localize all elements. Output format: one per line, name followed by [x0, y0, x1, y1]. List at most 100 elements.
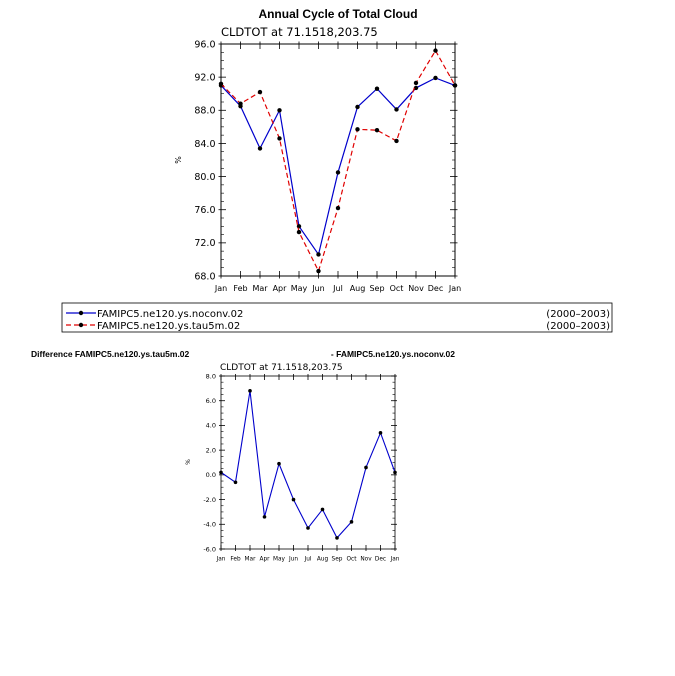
- chart1-series-1-point: [296, 229, 302, 235]
- chart2-xtick-label: Dec: [375, 557, 386, 563]
- chart2-xtick-label: May: [273, 557, 286, 563]
- chart1-xtick-label: Apr: [273, 284, 288, 293]
- chart1-subtitle: CLDTOT at 71.1518,203.75: [221, 25, 378, 39]
- chart1-series-0-point: [277, 108, 282, 113]
- chart1-xtick-label: Jan: [448, 284, 461, 293]
- chart2-series-0-point: [335, 536, 339, 540]
- chart2-title-left: Difference FAMIPC5.ne120.ys.tau5m.02: [31, 349, 190, 359]
- chart1-series-1-point: [238, 101, 243, 106]
- chart1-xtick-label: Jul: [332, 284, 343, 293]
- chart2-xtick-label: Mar: [245, 557, 257, 563]
- chart1-xtick-label: Feb: [233, 284, 247, 293]
- chart1-series-0-point: [413, 85, 419, 91]
- chart1-series-0-point: [335, 170, 341, 175]
- chart1-xtick-label: Jun: [311, 284, 325, 293]
- chart1-series-0-point: [316, 252, 321, 257]
- chart1-series-0-point: [296, 224, 302, 229]
- chart1-ylabel: %: [174, 156, 183, 164]
- chart1-series-1-point: [374, 127, 380, 133]
- chart1-legend: FAMIPC5.ne120.ys.noconv.02 (2000–2003) FAM…: [61, 302, 613, 333]
- chart2-xtick-label: Apr: [259, 557, 270, 563]
- chart2-plot: -6.0 -4.0 -2.0 0.0 2.0 4.0 6.0 8.0 Jan Feb Mar Apr M…: [203, 372, 399, 562]
- chart1-series-1-point: [452, 83, 458, 88]
- chart1-series-0-point: [374, 86, 380, 91]
- chart1-frame: [220, 43, 456, 277]
- legend-label-0: FAMIPC5.ne120.ys.noconv.02: [97, 309, 243, 320]
- chart1-series-line-1: [220, 49, 456, 273]
- legend-label-1: FAMIPC5.ne120.ys.tau5m.02: [97, 321, 240, 332]
- chart2-frame: [220, 375, 396, 550]
- chart1-xtick-label: Jan: [214, 284, 227, 293]
- chart2-xtick-label: Sep: [332, 557, 343, 563]
- chart1-series-1-point: [335, 205, 341, 211]
- chart1-series-0-point: [433, 75, 438, 81]
- chart2-title-right: - FAMIPC5.ne120.ys.noconv.02: [331, 349, 455, 359]
- chart2-ytick-label: -2.0: [203, 496, 216, 504]
- chart2-ytick-label: 6.0: [206, 397, 216, 405]
- chart2-series-0-point: [277, 461, 281, 466]
- chart1-series-1-point: [257, 89, 263, 95]
- chart2-ylabel: %: [185, 459, 192, 465]
- chart2-xtick-label: Jan: [390, 557, 400, 563]
- chart1-ytick-label: 76.0: [194, 205, 215, 216]
- chart2-ytick-label: -6.0: [203, 545, 216, 553]
- chart2-ytick-label: 2.0: [206, 446, 216, 454]
- chart2-series-0-point: [393, 470, 397, 475]
- chart1-series-1-point: [433, 48, 438, 53]
- chart1-ytick-label: 68.0: [194, 271, 215, 282]
- chart2-series-0-point: [349, 520, 354, 524]
- chart1-xtick-label: Nov: [408, 284, 424, 293]
- legend-marker-1: [78, 322, 84, 328]
- chart2-ytick-label: 0.0: [206, 471, 216, 479]
- chart2-series-0-point: [262, 515, 267, 519]
- chart1-series-1-point: [316, 268, 321, 274]
- chart2-xtick-label: Jun: [288, 557, 298, 563]
- chart2-ytick-label: 8.0: [206, 372, 216, 380]
- chart1-series-1-point: [218, 81, 224, 86]
- chart2-series-0-point: [291, 497, 296, 502]
- chart1-series-0-point: [257, 146, 263, 151]
- chart2-xtick-label: Nov: [360, 557, 372, 563]
- chart1-xtick-label: Oct: [390, 284, 404, 293]
- chart1-series-1-point: [355, 127, 360, 132]
- legend-years-1: (2000–2003): [546, 321, 610, 332]
- chart2-xtick-label: Aug: [317, 557, 329, 563]
- chart2-subtitle: CLDTOT at 71.1518,203.75: [220, 363, 343, 373]
- chart1-ytick-label: 72.0: [194, 238, 215, 249]
- chart2-ytick-label: 4.0: [206, 422, 216, 430]
- legend-marker-0: [78, 310, 84, 316]
- chart1-series-0-point: [394, 107, 399, 112]
- chart1-series-1-point: [413, 80, 419, 86]
- chart2-series-0-point: [364, 465, 368, 470]
- chart1-xtick-label: Sep: [369, 284, 384, 293]
- chart1-xtick-label: Dec: [428, 284, 443, 293]
- chart1-ytick-label: 96.0: [194, 39, 215, 50]
- chart1-plot: 68.0 72.0 76.0 80.0 84.0 88.0 92.0 96.0 Jan Feb Ma…: [194, 39, 461, 293]
- chart1-ytick-label: 88.0: [194, 106, 215, 117]
- chart2-xtick-label: Feb: [230, 557, 241, 563]
- chart1-xtick-label: Mar: [252, 284, 268, 293]
- chart2-series-0-point: [320, 507, 325, 512]
- chart2-xtick-label: Oct: [346, 557, 357, 563]
- chart1-xtick-label: May: [291, 284, 308, 293]
- chart1-ytick-label: 80.0: [194, 172, 215, 183]
- chart2-series-0-point: [233, 480, 238, 485]
- chart1-series-line-0: [220, 77, 456, 256]
- chart2-series-0-point: [378, 431, 383, 435]
- chart2-xtick-label: Jan: [216, 557, 226, 563]
- chart2-series-0-point: [306, 526, 310, 530]
- chart1-title: Annual Cycle of Total Cloud: [258, 7, 417, 21]
- legend-box: [61, 302, 613, 333]
- chart1-ytick-label: 84.0: [194, 139, 215, 150]
- chart2-series-line-0: [220, 390, 396, 539]
- chart1-series-1-point: [277, 136, 282, 141]
- chart1-ytick-label: 92.0: [194, 72, 215, 83]
- chart1-series-0-point: [355, 104, 360, 110]
- chart1-series-1-point: [394, 138, 399, 144]
- chart2-ytick-label: -4.0: [203, 521, 216, 529]
- legend-years-0: (2000–2003): [546, 309, 610, 320]
- chart1-xtick-label: Aug: [350, 284, 366, 293]
- chart2-xtick-label: Jul: [304, 557, 312, 563]
- chart2-series-0-point: [219, 470, 223, 475]
